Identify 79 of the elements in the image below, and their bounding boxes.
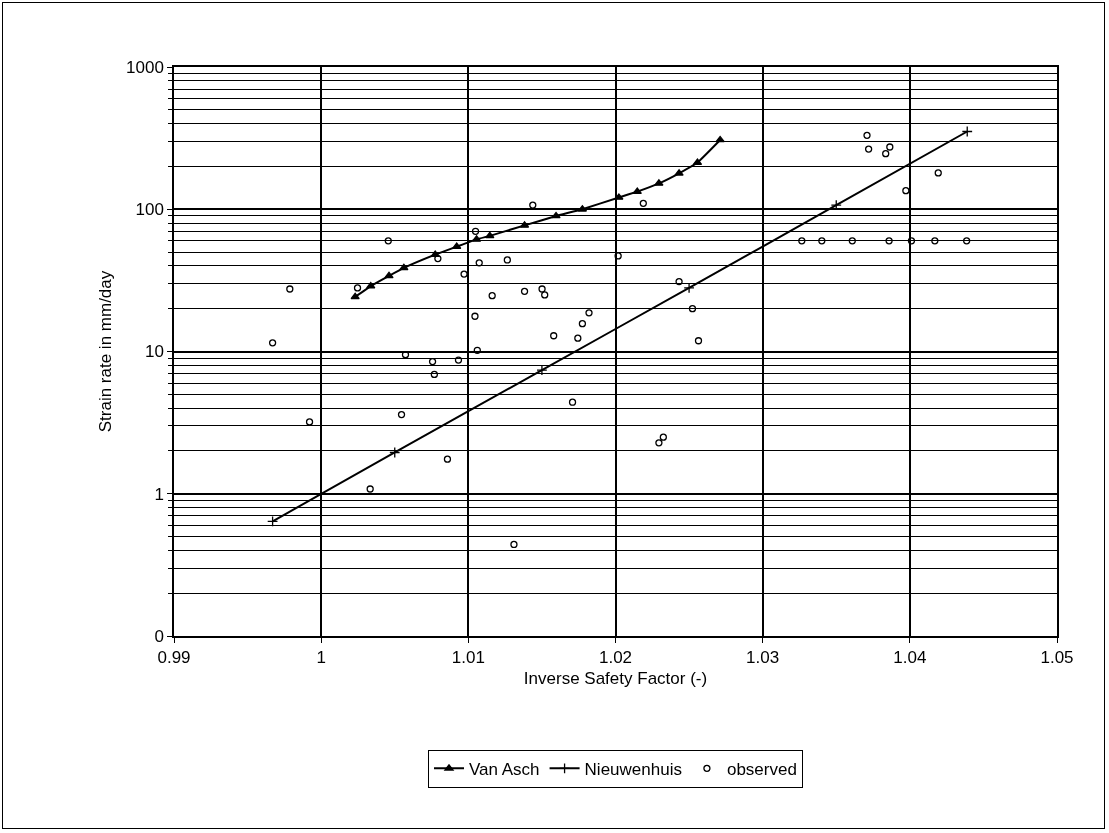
point bbox=[397, 410, 406, 419]
point bbox=[452, 242, 462, 250]
point bbox=[962, 237, 971, 245]
point bbox=[473, 346, 481, 354]
x-tick-label: 1.04 bbox=[893, 648, 927, 668]
point bbox=[585, 309, 593, 317]
y-tick-label: 10 bbox=[144, 342, 164, 362]
point bbox=[399, 263, 409, 271]
point bbox=[488, 291, 496, 300]
point bbox=[882, 149, 890, 158]
point bbox=[934, 169, 942, 177]
point bbox=[286, 285, 294, 293]
point bbox=[886, 143, 894, 151]
point bbox=[538, 285, 546, 293]
point bbox=[350, 292, 360, 300]
point bbox=[305, 418, 314, 426]
point bbox=[460, 270, 468, 278]
point bbox=[614, 252, 622, 260]
point bbox=[384, 271, 394, 279]
point bbox=[885, 237, 893, 245]
point bbox=[454, 356, 463, 364]
point bbox=[471, 312, 479, 320]
point bbox=[520, 287, 529, 295]
legend-label: Nieuwenhuis bbox=[584, 759, 682, 779]
x-tick-label: 1.01 bbox=[451, 648, 485, 668]
y-tick-label: 1 bbox=[154, 484, 164, 504]
point bbox=[443, 455, 452, 463]
point bbox=[818, 237, 826, 245]
x-tick-label: 1.03 bbox=[746, 648, 780, 668]
point bbox=[863, 131, 871, 139]
legend-label: Van Asch bbox=[469, 759, 540, 779]
point bbox=[568, 398, 577, 406]
legend-label: observed bbox=[726, 759, 797, 779]
point bbox=[384, 237, 392, 245]
point bbox=[907, 237, 916, 245]
y-tick-label: 1000 bbox=[126, 57, 164, 77]
point bbox=[485, 231, 495, 239]
point bbox=[902, 187, 910, 195]
point bbox=[551, 211, 561, 219]
point bbox=[574, 334, 582, 342]
point bbox=[434, 254, 442, 263]
point bbox=[268, 339, 277, 347]
point bbox=[366, 485, 374, 493]
point bbox=[639, 199, 647, 208]
point bbox=[715, 135, 725, 143]
point bbox=[655, 439, 663, 447]
point bbox=[864, 145, 873, 153]
point bbox=[654, 179, 664, 186]
point bbox=[632, 187, 642, 195]
y-axis-title: Strain rate in mm/day bbox=[96, 270, 116, 433]
x-tick-label: 1.05 bbox=[1040, 648, 1074, 668]
point bbox=[471, 227, 480, 235]
point bbox=[475, 259, 483, 267]
point bbox=[961, 125, 973, 138]
point bbox=[267, 515, 279, 527]
point bbox=[578, 319, 587, 328]
point bbox=[430, 370, 438, 379]
point bbox=[510, 540, 518, 549]
point bbox=[674, 169, 684, 176]
point bbox=[931, 237, 939, 245]
point bbox=[688, 305, 697, 313]
x-tick-label: 0.99 bbox=[157, 648, 191, 668]
point bbox=[541, 291, 549, 299]
point bbox=[798, 237, 806, 245]
x-axis-title: Inverse Safety Factor (-) bbox=[523, 669, 708, 689]
point bbox=[353, 284, 362, 292]
point bbox=[529, 201, 537, 209]
point bbox=[848, 237, 856, 245]
point bbox=[675, 277, 683, 286]
y-tick-label: 0 bbox=[154, 626, 164, 646]
point bbox=[694, 337, 703, 345]
point bbox=[659, 433, 667, 441]
x-tick-label: 1 bbox=[316, 648, 326, 668]
y-tick-label: 100 bbox=[135, 200, 164, 220]
x-tick-label: 1.02 bbox=[598, 648, 633, 668]
point bbox=[389, 446, 401, 459]
point bbox=[366, 282, 376, 289]
point bbox=[550, 332, 558, 340]
point bbox=[503, 256, 511, 264]
